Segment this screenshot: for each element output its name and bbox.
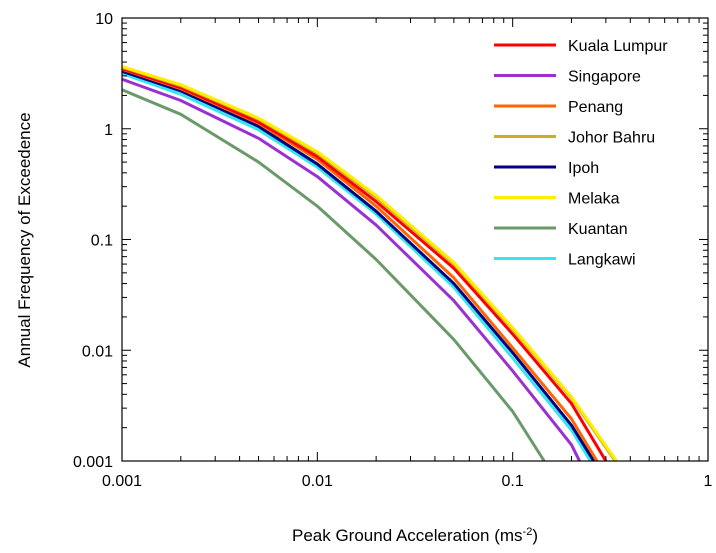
- y-tick-label: 0.01: [82, 343, 113, 360]
- tick-labels: 0.001 0.01 0.1 1 0.001 0.01 0.1 1 10: [73, 11, 713, 490]
- y-tick-label: 10: [95, 11, 113, 28]
- legend-label-kuantan: Kuantan: [568, 221, 628, 238]
- x-tick-label: 1: [704, 473, 713, 490]
- x-tick-label: 0.01: [302, 473, 333, 490]
- x-tick-label: 0.001: [102, 473, 142, 490]
- axis-ticks: [121, 18, 708, 462]
- legend-label-ipoh: Ipoh: [568, 160, 599, 177]
- legend: Kuala Lumpur Singapore Penang Johor Bahru Ip…: [494, 38, 668, 269]
- series-line-kuala-lumpur: [121, 67, 608, 462]
- x-axis-title: Peak Ground Acceleration (ms-2): [292, 526, 538, 545]
- series-line-kuantan: [121, 88, 546, 462]
- series-line-johor-bahru: [121, 65, 617, 462]
- series-line-singapore: [121, 77, 581, 462]
- y-tick-label: 1: [104, 122, 113, 139]
- plot-lines: [121, 65, 618, 462]
- legend-label-johor-bahru: Johor Bahru: [568, 130, 655, 147]
- series-line-langkawi: [121, 72, 592, 462]
- legend-label-melaka: Melaka: [568, 191, 620, 208]
- legend-label-penang: Penang: [568, 99, 623, 116]
- legend-label-langkawi: Langkawi: [568, 252, 636, 269]
- x-tick-label: 0.1: [502, 473, 524, 490]
- series-line-melaka: [121, 65, 618, 462]
- series-line-ipoh: [121, 69, 595, 462]
- y-tick-label: 0.1: [91, 233, 113, 250]
- y-tick-label: 0.001: [73, 454, 113, 471]
- series-line-penang: [121, 67, 599, 462]
- y-axis-title: Annual Frequency of Exceedence: [15, 112, 34, 367]
- legend-label-singapore: Singapore: [568, 69, 641, 86]
- legend-label-kuala-lumpur: Kuala Lumpur: [568, 38, 668, 55]
